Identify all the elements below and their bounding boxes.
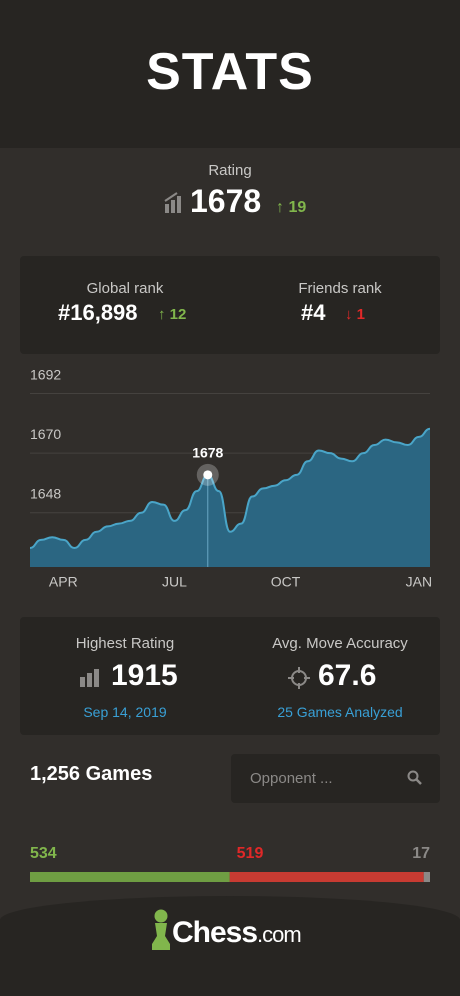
annotation: 1678 <box>192 445 223 461</box>
rating-icon <box>164 192 181 213</box>
losses-label: 519 <box>237 845 264 862</box>
ranks-card: Global rank #16,898 ↑ 12 Friends rank #4… <box>20 256 440 354</box>
x-tick-label: OCT <box>271 574 301 590</box>
opponent-search[interactable]: Opponent ... <box>231 754 440 803</box>
friends-value: #4 <box>301 300 326 325</box>
footer: Chess.com <box>0 896 460 996</box>
area-fill <box>30 428 430 567</box>
wins-bar <box>30 872 230 882</box>
y-tick-label: 1648 <box>30 486 61 502</box>
y-tick-label: 1670 <box>30 426 61 442</box>
highest-label: Highest Rating <box>75 635 175 652</box>
friends-change-value: 1 <box>356 306 366 323</box>
header: STATS <box>0 0 460 148</box>
rating-value: 1678 <box>190 183 262 219</box>
brand-suffix: .com <box>257 922 302 947</box>
global-change: ↑ 12 <box>158 306 187 323</box>
accuracy-value: 67.6 <box>318 659 377 692</box>
title: STATS <box>146 43 314 101</box>
accuracy-label: Avg. Move Accuracy <box>272 635 408 652</box>
draws-label: 17 <box>412 845 430 862</box>
global-value: #16,898 <box>58 300 138 325</box>
global-change-value: 12 <box>169 306 187 323</box>
search-placeholder: Opponent ... <box>250 770 333 787</box>
wins-label: 534 <box>30 845 57 862</box>
x-tick-label: JAN <box>406 574 432 590</box>
games-title: 1,256 Games <box>30 763 153 785</box>
area-line <box>29 427 431 550</box>
x-tick-label: APR <box>49 574 78 590</box>
crosshair-icon <box>288 667 310 689</box>
rating-chart: 1648 1670 1692 APR JUL OCT JAN 1678 <box>29 370 432 590</box>
rating-change-value: 19 <box>288 199 307 216</box>
bars-icon <box>80 669 99 687</box>
results-bar: 534 519 17 <box>30 845 430 882</box>
y-tick-label: 1692 <box>30 370 61 382</box>
losses-bar <box>229 872 424 882</box>
accuracy-note[interactable]: 25 Games Analyzed <box>277 704 403 720</box>
rating-change: ↑ 19 <box>276 199 307 216</box>
highlight-dot <box>203 470 213 480</box>
pawn-logo <box>152 909 170 950</box>
brand: Chess.com <box>172 916 302 950</box>
highest-value: 1915 <box>111 659 178 692</box>
global-label: Global rank <box>86 280 164 297</box>
friends-change: ↓ 1 <box>345 306 366 323</box>
brand-name: Chess <box>172 916 258 949</box>
rating-label: Rating <box>208 162 252 179</box>
highest-date[interactable]: Sep 14, 2019 <box>83 704 167 720</box>
stats-card: Highest Rating 1915 Sep 14, 2019 Avg. Mo… <box>20 617 440 735</box>
search-icon <box>407 770 422 785</box>
friends-label: Friends rank <box>298 280 382 297</box>
x-tick-label: JUL <box>162 574 187 590</box>
draws-bar <box>423 872 430 882</box>
